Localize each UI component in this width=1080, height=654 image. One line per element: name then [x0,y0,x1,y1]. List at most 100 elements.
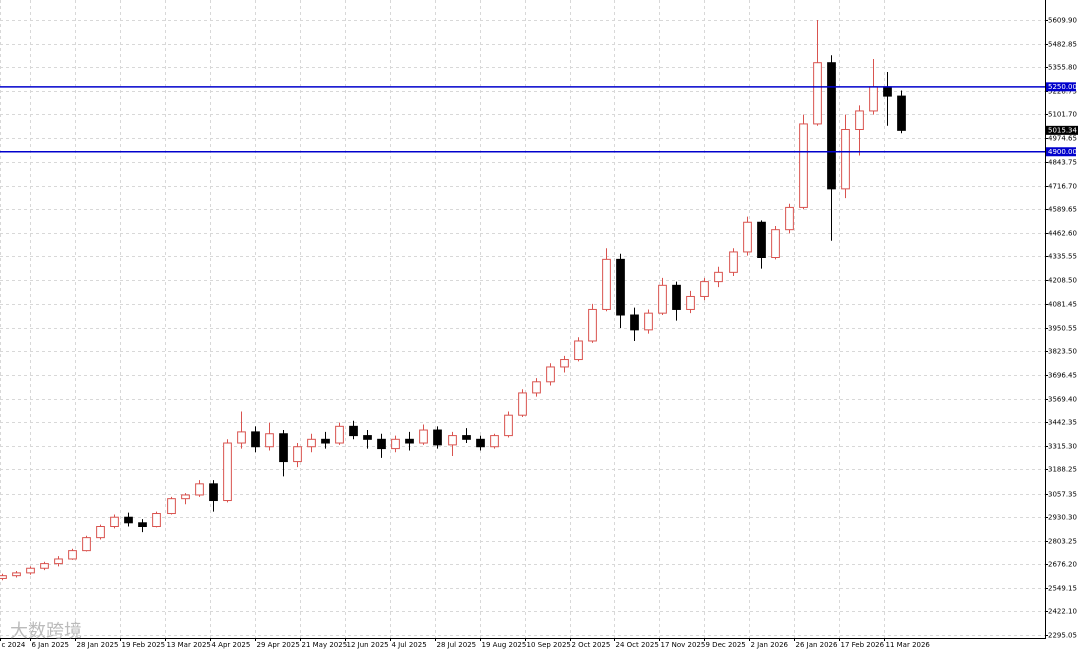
candle-body [293,446,302,463]
y-tick-label: 3823.50 [1048,348,1077,356]
watermark: 大数跨境 [10,621,82,642]
candle-body [237,431,246,444]
price-label-bg [1046,147,1076,157]
candle-body [883,86,892,97]
candle-body [532,381,541,394]
x-tick-label: 26 Jan 2026 [796,641,839,649]
candle-body [40,563,49,569]
candle-body [658,284,667,314]
candle-body [686,295,695,310]
candle-body [841,128,850,190]
y-tick-label: 2549.15 [1048,585,1077,593]
x-tick-label: 2 Jan 2026 [751,641,789,649]
candle-body [12,572,21,577]
candle-body [279,433,288,463]
candle-body [377,438,386,450]
y-tick-label: 4208.50 [1048,277,1077,285]
candle-body [138,522,147,528]
candle-body [743,221,752,253]
y-tick-label: 5355.80 [1048,64,1077,72]
x-tick-label: 19 Aug 2025 [482,641,527,649]
candle-body [518,392,527,416]
candle-body [546,366,555,383]
y-tick-label: 3057.35 [1048,491,1077,499]
candle-body [209,483,218,502]
candle-body [672,284,681,310]
candle-body [251,431,260,448]
x-tick-label: 12 Jun 2025 [347,641,389,649]
candle-body [869,86,878,112]
x-tick-label: 24 Oct 2025 [616,641,659,649]
candle-body [757,221,766,259]
price-label: 4900.00 [1048,148,1077,156]
candle-body [504,414,513,437]
candle-body [714,271,723,283]
y-tick-label: 2676.20 [1048,561,1077,569]
candle-body [265,433,274,448]
x-tick-label: 4 Jul 2025 [392,641,427,649]
candle-body [124,516,133,524]
x-tick-label: c 2024 [2,641,26,649]
y-tick-label: 2422.10 [1048,608,1077,616]
price-label-bg [1046,82,1076,92]
price-label: 5250.00 [1048,83,1077,91]
candle-body [448,435,457,446]
y-tick-label: 4589.65 [1048,206,1077,214]
candle-body [167,498,176,515]
candle-body [391,438,400,450]
candle-body [616,258,625,316]
candle-body [855,110,864,130]
candle-body [813,62,822,125]
candle-body [729,251,738,273]
candle-body [433,429,442,446]
candle-body [490,435,499,448]
x-tick-label: 19 Feb 2025 [122,641,166,649]
candle-body [82,537,91,552]
candle-body [363,435,372,440]
y-tick-label: 3442.35 [1048,419,1077,427]
x-tick-label: 11 Mar 2026 [886,641,931,649]
y-tick-label: 5101.70 [1048,111,1077,119]
y-tick-label: 3950.55 [1048,325,1077,333]
y-tick-label: 2295.05 [1048,632,1077,640]
candle-body [335,425,344,444]
candle-body [349,425,358,437]
candle-body [700,281,709,297]
x-tick-label: 9 Dec 2025 [706,641,746,649]
candle-body [462,435,471,440]
y-tick-label: 2930.30 [1048,514,1077,522]
x-tick-label: 28 Jul 2025 [437,641,477,649]
candle-body [630,314,639,331]
y-tick-label: 4081.45 [1048,301,1077,309]
x-tick-label: 21 May 2025 [302,641,348,649]
candle-body [223,442,232,502]
candle-body [181,494,190,500]
candle-body [321,438,330,444]
x-tick-label: 29 Apr 2025 [257,641,300,649]
y-tick-label: 4462.60 [1048,230,1077,238]
candle-body [560,359,569,368]
y-tick-label: 3188.25 [1048,466,1077,474]
x-tick-label: 6 Jan 2025 [32,641,70,649]
current-price-bg [1046,125,1078,135]
candle-body [897,95,906,131]
candle-body [785,206,794,231]
x-tick-label: 17 Nov 2025 [661,641,706,649]
y-tick-label: 3696.45 [1048,372,1077,380]
x-tick-label: 4 Apr 2025 [212,641,251,649]
x-tick-label: 17 Feb 2026 [841,641,885,649]
y-tick-label: 3569.40 [1048,396,1077,404]
candle-body [68,550,77,560]
candle-body [110,516,119,528]
current-price-label: 5015.34 [1048,126,1077,134]
candle-body [195,483,204,496]
x-tick-label: 28 Jan 2025 [77,641,119,649]
y-tick-label: 5609.90 [1048,17,1077,25]
candle-body [405,438,414,444]
y-tick-label: 4974.65 [1048,135,1077,143]
x-tick-label: 13 Mar 2025 [167,641,211,649]
candle-body [96,526,105,539]
candle-body [644,312,653,331]
